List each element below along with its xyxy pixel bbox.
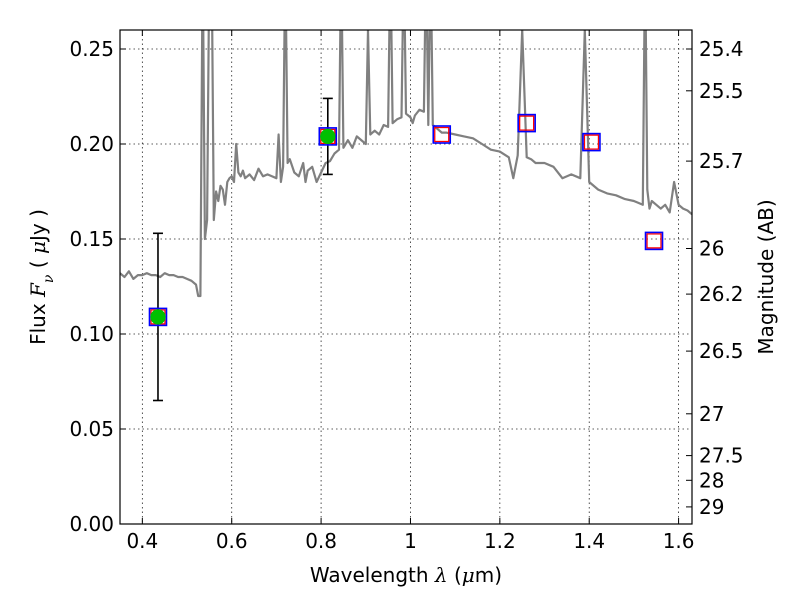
x-axis-label-text: Wavelength	[310, 563, 429, 587]
y2-tick-label: 29	[699, 495, 724, 519]
filter-box-marker	[644, 231, 664, 251]
model-point-marker	[583, 134, 600, 150]
filter-box-marker	[517, 113, 536, 133]
x-axis-symbol: λ	[434, 563, 448, 587]
y2-tick-label: 27.5	[699, 444, 744, 468]
filter-box-marker	[582, 132, 601, 152]
y2-tick-label: 26.5	[699, 339, 744, 363]
x-axis-unit-open: (	[448, 563, 462, 587]
y-axis-unit-rest: Jy )	[26, 209, 50, 243]
points-layer	[148, 97, 664, 402]
y2-tick-label: 27	[699, 402, 724, 426]
observed-point	[150, 309, 166, 325]
x-tick-label: 1	[404, 529, 417, 553]
model-point-marker	[646, 233, 662, 249]
y-tick-label: 0.10	[69, 322, 114, 346]
y-axis-unit-open: (	[26, 254, 50, 268]
filter-box-marker	[318, 127, 338, 146]
x-tick-label: 0.4	[126, 529, 158, 553]
y-tick-label: 0.25	[69, 37, 114, 61]
y-tick-label: 0.05	[69, 417, 114, 441]
y2-tick-label: 25.4	[699, 37, 744, 61]
x-axis-unit-rest: m)	[475, 563, 502, 587]
y2-tick-label: 25.7	[699, 149, 744, 173]
y-tick-label: 0.15	[69, 227, 114, 251]
x-axis-label: Wavelength λ (μm)	[310, 563, 502, 587]
x-tick-label: 1.2	[484, 529, 516, 553]
series-layer	[120, 30, 692, 298]
spectrum-line	[120, 30, 692, 298]
y-axis-subscript: ν	[41, 274, 57, 283]
x-axis-unit-mu: μ	[462, 563, 475, 587]
x-tick-label: 0.6	[216, 529, 248, 553]
observed-point	[320, 128, 336, 145]
filter-box-marker	[148, 307, 168, 327]
axis-ticks: 0.4 0.6 0.8 1 1.2 1.4 1.6 0.00 0.05 0.10 0.15 0.20 0…	[69, 30, 744, 553]
model-point-marker	[434, 126, 450, 143]
y2-tick-label: 28	[699, 468, 724, 492]
y-tick-label: 0.20	[69, 132, 114, 156]
x-tick-label: 1.6	[663, 529, 695, 553]
y-axis-unit-mu: μ	[26, 241, 50, 254]
y-axis-label: Flux Fν ( μJy )	[26, 209, 57, 345]
y2-tick-label: 26.2	[699, 282, 744, 306]
x-tick-label: 0.8	[305, 529, 337, 553]
y-tick-label: 0.00	[69, 512, 114, 536]
y2-tick-label: 25.5	[699, 79, 744, 103]
plot-frame	[119, 29, 693, 525]
filter-box-marker	[432, 125, 452, 144]
model-point-marker	[519, 115, 535, 131]
y2-tick-label: 26	[699, 237, 724, 261]
x-tick-label: 1.4	[573, 529, 605, 553]
y2-axis-label: Magnitude (AB)	[754, 199, 778, 354]
y-axis-label-text: Flux	[26, 303, 50, 345]
y-axis-symbol: F	[26, 282, 50, 298]
